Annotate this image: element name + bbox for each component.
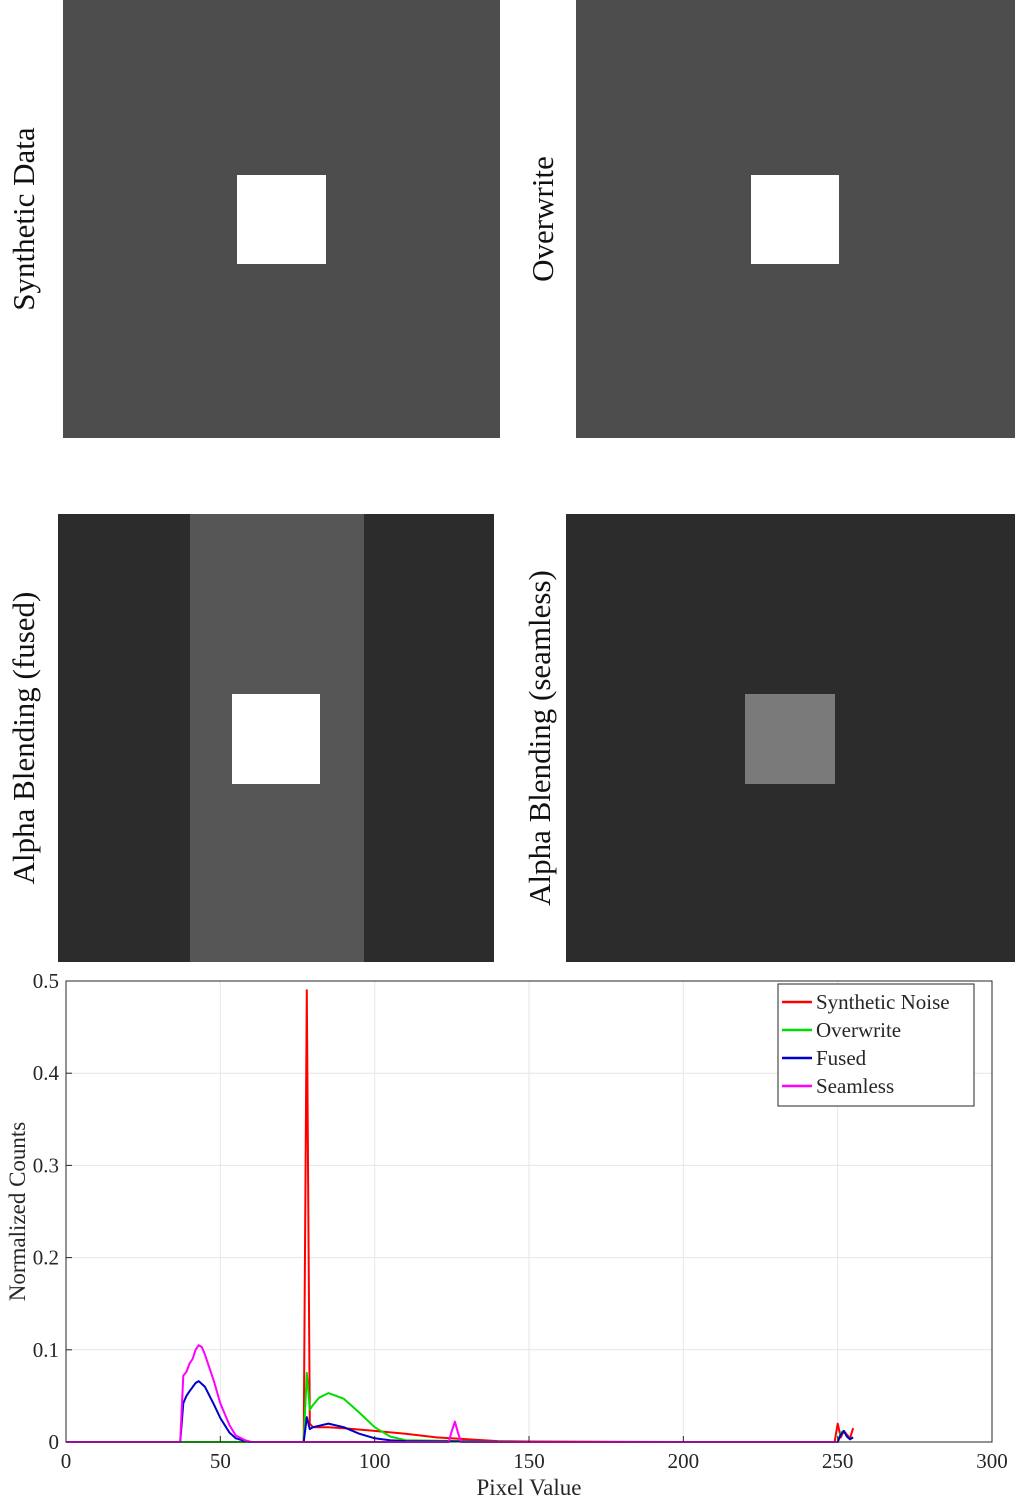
- white-square: [751, 175, 839, 264]
- y-tick-label: 0.2: [33, 1246, 59, 1270]
- x-tick-label: 50: [210, 1449, 231, 1473]
- legend-label: Fused: [816, 1046, 867, 1070]
- panel-label-synthetic-data: Synthetic Data: [6, 127, 41, 311]
- white-square: [232, 694, 320, 784]
- y-tick-label: 0.1: [33, 1338, 59, 1362]
- series-line-fused: [66, 1380, 854, 1443]
- y-tick-label: 0.5: [33, 969, 59, 993]
- histogram-chart: 0 50 100 150 200 250 300 0 0.1 0.2 0.3 0.4 0.5 Pixel…: [5, 969, 1008, 1500]
- panel-label-alpha-fused: Alpha Blending (fused): [6, 591, 41, 885]
- x-tick-label: 200: [668, 1449, 700, 1473]
- white-square: [237, 175, 326, 264]
- chart-ticks: 0 50 100 150 200 250 300 0 0.1 0.2 0.3 0.4 0.5: [33, 969, 1008, 1473]
- legend-label: Overwrite: [816, 1018, 901, 1042]
- panel-label-overwrite: Overwrite: [525, 156, 560, 282]
- series-line-seamless: [66, 1344, 838, 1443]
- x-tick-label: 250: [822, 1449, 854, 1473]
- y-tick-label: 0.3: [33, 1153, 59, 1177]
- panel-overwrite: [576, 0, 1015, 438]
- panel-alpha-fused: [58, 514, 494, 962]
- gray-square: [745, 694, 835, 784]
- x-tick-label: 100: [359, 1449, 391, 1473]
- panel-alpha-seamless: [566, 514, 1015, 962]
- chart-legend: Synthetic Noise Overwrite Fused Seamless: [777, 983, 975, 1107]
- legend-label: Seamless: [816, 1074, 894, 1098]
- x-tick-label: 0: [61, 1449, 72, 1473]
- y-axis-label: Normalized Counts: [5, 1122, 30, 1302]
- x-tick-label: 300: [976, 1449, 1008, 1473]
- y-tick-label: 0.4: [33, 1061, 60, 1085]
- x-axis-label: Pixel Value: [477, 1475, 582, 1500]
- panel-label-alpha-seamless: Alpha Blending (seamless): [522, 570, 557, 906]
- panel-synthetic-data: [63, 0, 500, 438]
- legend-label: Synthetic Noise: [816, 990, 950, 1014]
- chart-series: [66, 989, 855, 1443]
- y-tick-label: 0: [49, 1430, 60, 1454]
- x-tick-label: 150: [513, 1449, 545, 1473]
- series-line-overwrite: [66, 1371, 854, 1443]
